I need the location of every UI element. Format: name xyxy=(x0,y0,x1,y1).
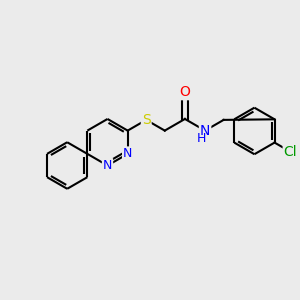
Text: H: H xyxy=(196,132,206,145)
Text: N: N xyxy=(103,159,112,172)
Text: N: N xyxy=(123,147,132,161)
Text: O: O xyxy=(179,85,191,99)
Text: S: S xyxy=(142,113,151,127)
Text: N: N xyxy=(200,124,210,138)
Text: Cl: Cl xyxy=(284,145,297,159)
